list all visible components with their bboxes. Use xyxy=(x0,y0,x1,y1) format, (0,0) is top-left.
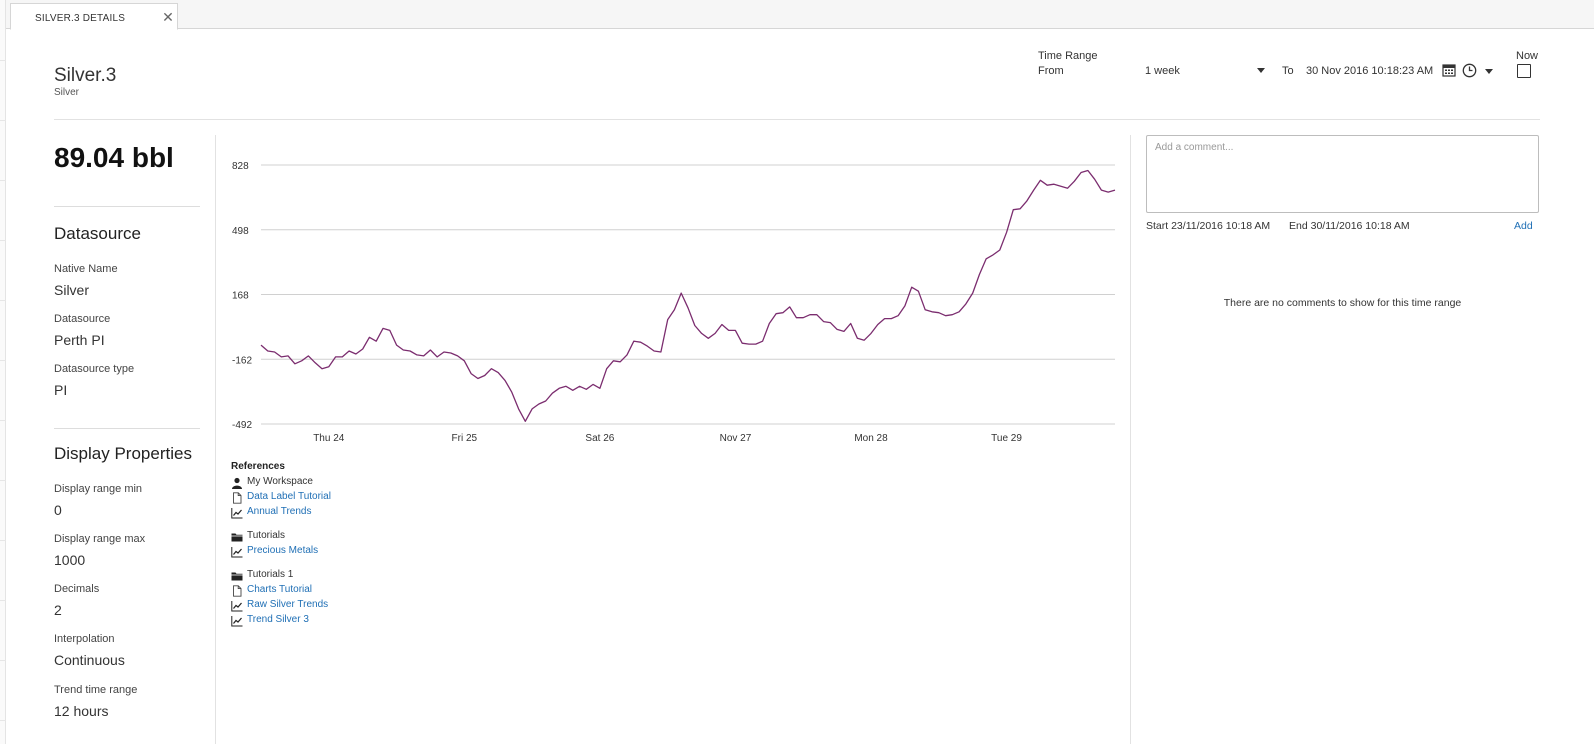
x-tick-label: Fri 25 xyxy=(452,433,478,444)
datasource-type-label: Datasource type xyxy=(54,363,135,375)
trend-icon xyxy=(231,600,243,612)
reference-group-label: My Workspace xyxy=(247,476,313,487)
datasource-type-value: PI xyxy=(54,382,68,398)
display-properties-heading: Display Properties xyxy=(54,444,192,463)
clock-icon[interactable] xyxy=(1462,63,1477,78)
datasource-heading: Datasource xyxy=(54,224,141,243)
trend-icon xyxy=(231,615,243,627)
tab-bar: SILVER.3 DETAILS ✕ xyxy=(6,0,1594,30)
close-icon[interactable]: ✕ xyxy=(162,9,174,25)
left-edge-strip xyxy=(0,0,6,744)
comment-input[interactable]: Add a comment... xyxy=(1146,135,1539,213)
divider xyxy=(54,428,200,429)
display-range-min-value: 0 xyxy=(54,502,62,518)
trend-time-range-value: 12 hours xyxy=(54,703,109,719)
trend-icon xyxy=(231,546,243,558)
decimals-value: 2 xyxy=(54,602,62,618)
from-label: From xyxy=(1038,65,1064,77)
time-range-select[interactable]: 1 week xyxy=(1145,62,1267,80)
chevron-down-icon xyxy=(1257,68,1265,73)
datasource-value: Perth PI xyxy=(54,332,105,348)
reference-link-label[interactable]: Charts Tutorial xyxy=(247,584,313,595)
trend-time-range-label: Trend time range xyxy=(54,684,138,696)
display-range-max-label: Display range max xyxy=(54,533,146,545)
references-heading: References xyxy=(231,461,285,472)
trend-icon xyxy=(231,507,243,519)
x-tick-label: Mon 28 xyxy=(854,433,888,444)
column-divider xyxy=(1130,135,1131,744)
folder-icon xyxy=(231,531,243,543)
interpolation-label: Interpolation xyxy=(54,633,115,645)
no-comments-message: There are no comments to show for this t… xyxy=(1223,297,1462,309)
comment-end-time: End 30/11/2016 10:18 AM xyxy=(1289,220,1410,232)
x-tick-label: Thu 24 xyxy=(313,433,345,444)
page-title: Silver.3 xyxy=(54,65,117,86)
y-tick-label: -492 xyxy=(232,420,252,431)
reference-link-label[interactable]: Precious Metals xyxy=(247,545,319,556)
x-tick-label: Sat 26 xyxy=(585,433,614,444)
y-tick-label: -162 xyxy=(232,355,252,366)
divider xyxy=(54,206,200,207)
document-icon xyxy=(231,492,243,504)
interpolation-value: Continuous xyxy=(54,652,125,668)
to-date-value[interactable]: 30 Nov 2016 10:18:23 AM xyxy=(1306,65,1434,77)
add-comment-button[interactable]: Add xyxy=(1514,220,1533,232)
document-icon xyxy=(231,585,243,597)
y-tick-label: 828 xyxy=(232,161,249,172)
now-checkbox[interactable] xyxy=(1517,64,1531,78)
reference-link-label[interactable]: Data Label Tutorial xyxy=(247,491,331,502)
reference-link-label[interactable]: Annual Trends xyxy=(247,506,312,517)
series-line xyxy=(260,169,1116,422)
x-tick-label: Nov 27 xyxy=(720,433,752,444)
to-label: To xyxy=(1282,65,1294,77)
folder-icon xyxy=(231,570,243,582)
column-divider xyxy=(215,135,216,744)
header-divider xyxy=(54,119,1540,120)
now-label: Now xyxy=(1516,50,1539,62)
current-value: 89.04 bbl xyxy=(54,142,174,173)
time-range-label: Time Range xyxy=(1038,50,1098,62)
time-range-value: 1 week xyxy=(1145,65,1180,77)
page-subtitle: Silver xyxy=(54,87,80,98)
display-range-min-label: Display range min xyxy=(54,483,143,495)
tab-silver-details[interactable]: SILVER.3 DETAILS ✕ xyxy=(10,3,178,30)
comment-placeholder: Add a comment... xyxy=(1155,142,1234,153)
reference-link-label[interactable]: Trend Silver 3 xyxy=(247,614,309,625)
calendar-icon[interactable] xyxy=(1442,63,1456,77)
display-range-max-value: 1000 xyxy=(54,552,86,568)
reference-group-label: Tutorials xyxy=(247,530,285,541)
chevron-down-icon[interactable] xyxy=(1485,69,1493,74)
tab-label: SILVER.3 DETAILS xyxy=(35,13,126,24)
y-tick-label: 498 xyxy=(232,226,249,237)
y-tick-label: 168 xyxy=(232,291,249,302)
decimals-label: Decimals xyxy=(54,583,100,595)
native-name-label: Native Name xyxy=(54,263,118,275)
x-tick-label: Tue 29 xyxy=(991,433,1022,444)
comment-start-time: Start 23/11/2016 10:18 AM xyxy=(1146,220,1271,232)
native-name-value: Silver xyxy=(54,282,90,298)
datasource-label: Datasource xyxy=(54,313,111,325)
reference-link-label[interactable]: Raw Silver Trends xyxy=(247,599,329,610)
user-icon xyxy=(231,477,243,489)
trend-chart[interactable]: 828 498 168 -162 -492 Thu 24 Fri 25 Sat 26 Nov 2… xyxy=(216,150,1128,450)
reference-group-label: Tutorials 1 xyxy=(247,569,294,580)
